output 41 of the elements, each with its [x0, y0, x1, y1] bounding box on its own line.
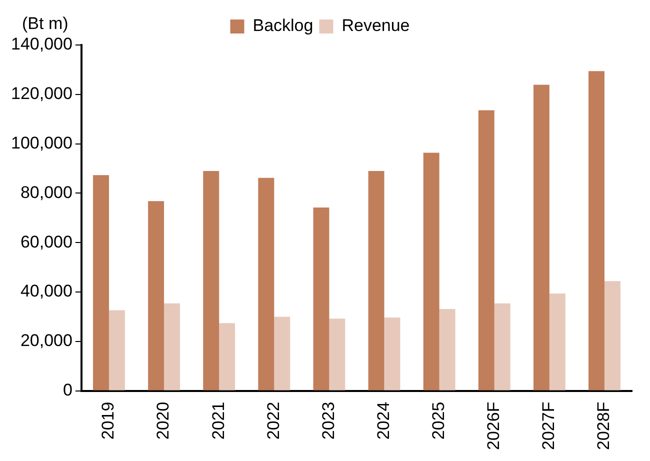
bar: [533, 84, 550, 390]
y-tick-label: 80,000: [20, 182, 72, 202]
bar: [604, 281, 620, 390]
x-tick-label: 2027F: [539, 402, 558, 450]
y-tick-label: 40,000: [20, 282, 72, 301]
y-tick-label: 120,000: [11, 84, 72, 104]
x-tick-label: 2023: [318, 402, 338, 440]
x-tick-label: 2024: [374, 402, 393, 440]
bar: [148, 201, 164, 390]
y-tick-label: 0: [62, 380, 72, 400]
bar: [423, 152, 440, 390]
bar: [164, 303, 180, 390]
legend-label: Revenue: [342, 16, 410, 36]
y-tick-label: 140,000: [11, 34, 72, 54]
y-tick-label: 60,000: [20, 232, 72, 252]
bar: [494, 303, 510, 390]
bar: [108, 310, 125, 390]
bar: [274, 316, 290, 390]
y-axis-title: (Bt m): [22, 14, 68, 34]
x-tick-label: 2022: [264, 402, 283, 440]
bar: [549, 293, 566, 390]
bar: [439, 309, 456, 390]
bar: [219, 323, 236, 390]
bar: [368, 170, 384, 390]
y-tick-label: 20,000: [20, 331, 72, 350]
y-tick-label: 100,000: [11, 133, 72, 152]
x-tick-label: 2020: [154, 402, 173, 440]
x-tick-label: 2025: [428, 402, 448, 440]
bar: [329, 318, 346, 390]
x-tick-label: 2019: [98, 402, 118, 440]
bar: [313, 208, 330, 390]
bar: [478, 110, 494, 390]
x-tick-label: 2026F: [484, 402, 504, 450]
legend-label: Backlog: [252, 16, 314, 36]
bar: [384, 317, 400, 390]
bar: [93, 175, 109, 390]
bar: [203, 170, 220, 390]
x-tick-label: 2028F: [594, 402, 614, 450]
x-tick-label: 2021: [208, 402, 228, 440]
bar: [588, 71, 604, 390]
bar: [258, 178, 274, 390]
